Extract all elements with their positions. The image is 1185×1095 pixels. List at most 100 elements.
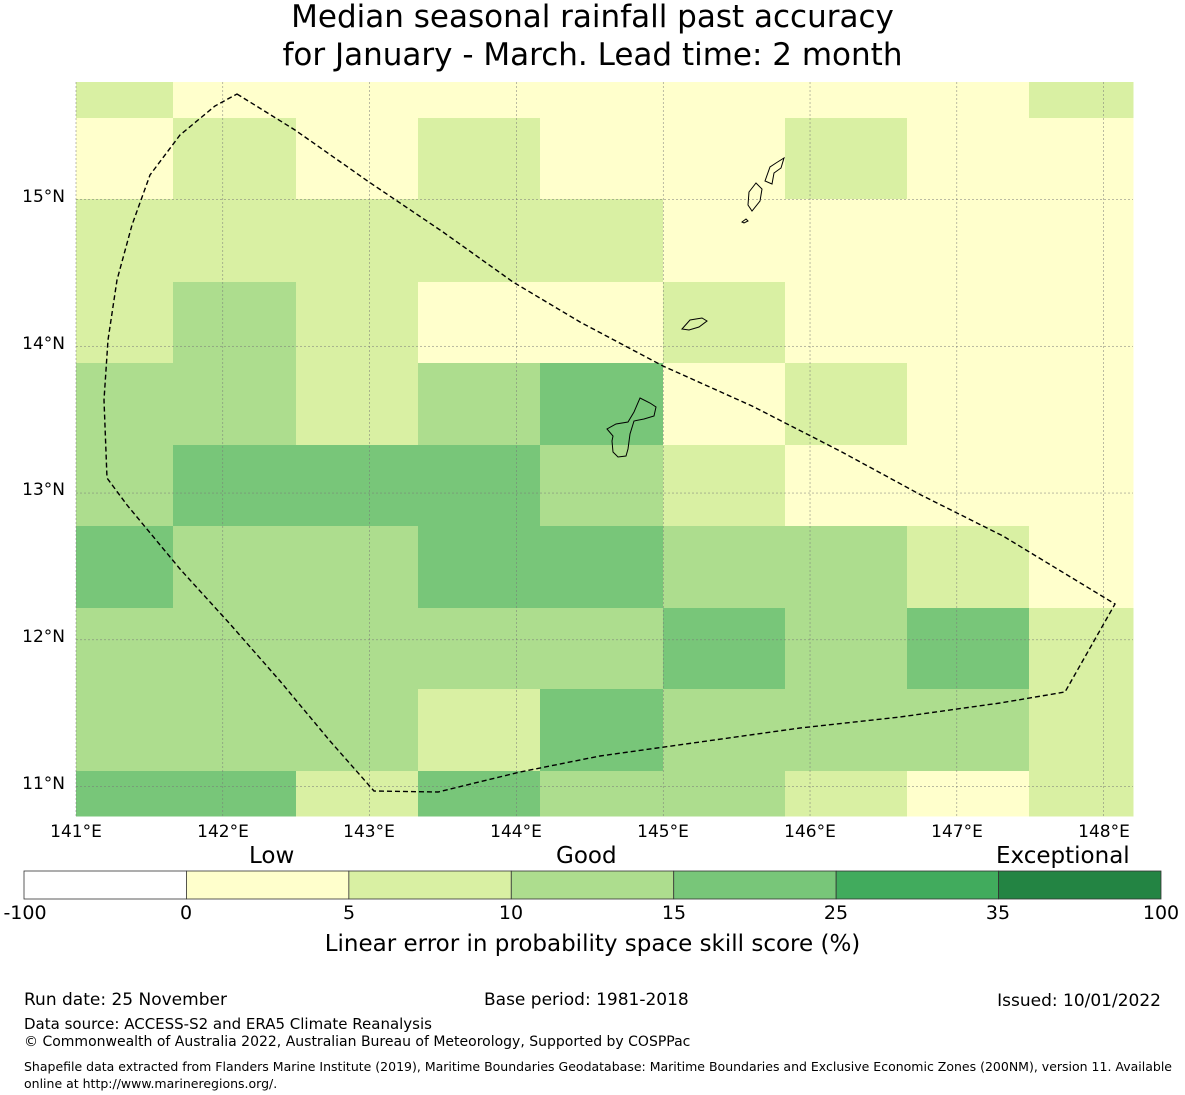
grid-cell xyxy=(173,526,297,609)
grid-cell xyxy=(296,82,419,119)
grid-cell xyxy=(540,118,664,200)
grid-cell xyxy=(907,445,1030,527)
grid-cell xyxy=(418,282,541,364)
grid-cell xyxy=(785,771,908,817)
colorbar-tick-15: 15 xyxy=(661,902,687,924)
grid-cell xyxy=(663,199,786,283)
grid-cell xyxy=(663,771,786,817)
grid-cell xyxy=(907,771,1030,817)
grid-cell xyxy=(785,363,908,446)
grid-cell xyxy=(296,689,419,772)
grid-cell xyxy=(418,771,541,817)
colorbar-segment xyxy=(998,870,1162,900)
grid-cell xyxy=(1029,689,1134,772)
grid-cell xyxy=(418,445,541,527)
eez-boundary xyxy=(103,93,1116,793)
grid-cell xyxy=(76,199,174,283)
colorbar xyxy=(23,870,1162,900)
grid-cell xyxy=(1029,82,1134,119)
grid-cell xyxy=(296,771,419,817)
grid-cell xyxy=(663,82,786,119)
grid-cell xyxy=(1029,608,1134,690)
lon-label-148e: 148°E xyxy=(1078,822,1130,842)
colorbar-segment xyxy=(673,870,837,900)
grid-cell xyxy=(1029,118,1134,200)
shapefile-note: Shapefile data extracted from Flanders M… xyxy=(24,1059,1172,1091)
category-good: Good xyxy=(556,843,617,869)
grid-cell xyxy=(907,118,1030,200)
grid-cell xyxy=(173,608,297,690)
grid-cell xyxy=(76,608,174,690)
grid-cell xyxy=(540,526,664,609)
issued-date: Issued: 10/01/2022 xyxy=(997,991,1161,1011)
colorbar-segment xyxy=(23,870,187,900)
grid-cell xyxy=(907,689,1030,772)
island-aguijan xyxy=(741,218,749,224)
grid-cell xyxy=(663,282,786,364)
island-guam xyxy=(606,397,657,458)
lat-label-12n: 12°N xyxy=(22,627,65,647)
grid-cell xyxy=(296,445,419,527)
colorbar-tick-5: 5 xyxy=(342,902,356,924)
grid-cell xyxy=(418,199,541,283)
colorbar-tick-25: 25 xyxy=(823,902,849,924)
island-tinian xyxy=(747,182,763,212)
colorbar-title: Linear error in probability space skill … xyxy=(324,931,861,957)
colorbar-tick-100: 100 xyxy=(1142,902,1180,924)
grid-cell xyxy=(785,608,908,690)
lon-label-146e: 146°E xyxy=(784,822,836,842)
grid-cell xyxy=(173,118,297,200)
map-title-line-2: for January - March. Lead time: 2 month xyxy=(282,37,903,73)
grid-cell xyxy=(785,82,908,119)
category-exceptional: Exceptional xyxy=(996,843,1130,869)
grid-cell xyxy=(173,771,297,817)
lon-label-141e: 141°E xyxy=(50,822,102,842)
grid-cell xyxy=(76,363,174,446)
grid-cell xyxy=(418,363,541,446)
grid-cell xyxy=(1029,445,1134,527)
grid-cell xyxy=(907,608,1030,690)
skill-grid xyxy=(76,82,1134,817)
lon-label-147e: 147°E xyxy=(931,822,983,842)
grid-cell xyxy=(907,526,1030,609)
grid-cell xyxy=(785,118,908,200)
grid-cell xyxy=(76,689,174,772)
grid-cell xyxy=(663,118,786,200)
grid-cell xyxy=(663,363,786,446)
grid-cell xyxy=(785,445,908,527)
colorbar-tick-35: 35 xyxy=(985,902,1011,924)
grid-cell xyxy=(418,689,541,772)
grid-cell xyxy=(907,82,1030,119)
island-saipan xyxy=(764,156,785,185)
grid-cell xyxy=(1029,199,1134,283)
lon-label-143e: 143°E xyxy=(343,822,395,842)
grid-cell xyxy=(907,282,1030,364)
grid-cell xyxy=(296,608,419,690)
grid-cell xyxy=(173,199,297,283)
grid-cell xyxy=(173,363,297,446)
lat-label-15n: 15°N xyxy=(22,187,65,207)
grid-cell xyxy=(418,82,541,119)
grid-cell xyxy=(296,282,419,364)
grid-cell xyxy=(296,363,419,446)
grid-cell xyxy=(76,282,174,364)
grid-cell xyxy=(296,526,419,609)
grid-cell xyxy=(173,282,297,364)
grid-cell xyxy=(418,526,541,609)
grid-cell xyxy=(663,445,786,527)
colorbar-segment xyxy=(186,870,350,900)
map-title-line-1: Median seasonal rainfall past accuracy xyxy=(291,0,894,35)
grid-cell xyxy=(76,118,174,200)
grid-cell xyxy=(173,82,297,119)
grid-cell xyxy=(785,689,908,772)
grid-cell xyxy=(418,608,541,690)
category-low: Low xyxy=(249,843,295,869)
lat-label-13n: 13°N xyxy=(22,480,65,500)
grid-cell xyxy=(296,199,419,283)
grid-cell xyxy=(540,199,664,283)
grid-cell xyxy=(663,608,786,690)
colorbar-tick-minus-100: -100 xyxy=(3,902,47,924)
grid-cell xyxy=(418,118,541,200)
grid-cell xyxy=(173,445,297,527)
grid-cell xyxy=(663,689,786,772)
